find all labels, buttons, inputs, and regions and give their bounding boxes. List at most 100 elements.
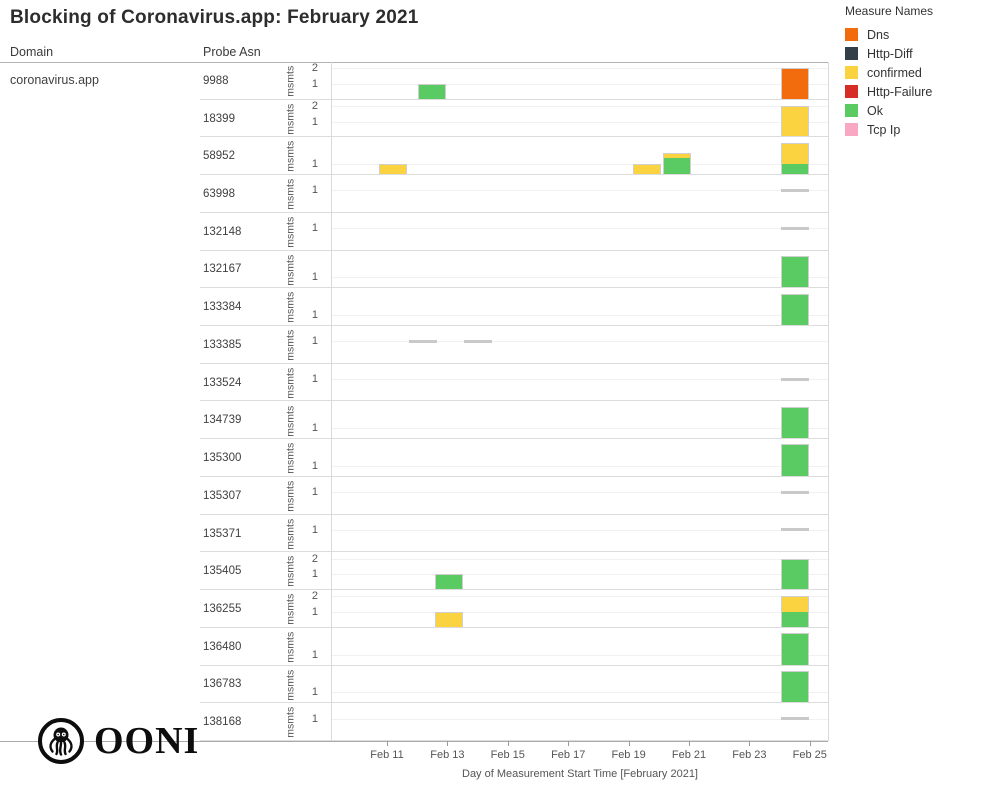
x-tick-mark (447, 741, 449, 746)
y-tick-label: 2 (311, 62, 318, 75)
gridline (331, 574, 828, 576)
bar-segment-confirmed (633, 165, 660, 175)
measurement-line-mark[interactable] (780, 188, 809, 192)
legend-swatch-icon (845, 123, 858, 136)
probe-asn-label: 136255 (203, 602, 242, 615)
y-tick-label: 2 (311, 552, 318, 565)
measurement-bar[interactable] (434, 612, 463, 628)
bar-segment-ok (781, 559, 808, 590)
measurement-line-mark[interactable] (780, 528, 809, 532)
bar-segment-confirmed (781, 143, 808, 164)
measurement-bar[interactable] (780, 142, 809, 176)
legend-item-tcp-ip[interactable]: Tcp Ip (845, 120, 995, 139)
legend-item-dns[interactable]: Dns (845, 25, 995, 44)
probe-asn-row-136783: 136783 msmts 1 (0, 666, 828, 704)
probe-asn-row-135300: 135300 msmts 1 (0, 439, 828, 477)
measurement-line-mark[interactable] (780, 717, 809, 721)
legend-item-ok[interactable]: Ok (845, 101, 995, 120)
y-tick-label: 1 (311, 271, 318, 284)
measurement-bar[interactable] (780, 596, 809, 628)
legend-swatch-icon (845, 66, 858, 79)
probe-asn-row-18399: 18399 msmts 1 2 (0, 100, 828, 138)
chart-pane (331, 62, 828, 100)
row-separator (200, 211, 828, 213)
row-separator (200, 400, 828, 402)
gridline (331, 105, 828, 107)
row-separator (200, 325, 828, 327)
legend: Measure Names Dns Http-Diff confirmed Http-… (845, 4, 995, 139)
gridline (331, 529, 828, 531)
legend-item-http-diff[interactable]: Http-Diff (845, 44, 995, 63)
gridline (331, 428, 828, 430)
measurement-line-mark[interactable] (463, 339, 492, 343)
gridline (331, 492, 828, 494)
measurement-bar[interactable] (780, 255, 809, 289)
gridline (331, 718, 828, 720)
probe-asn-label: 136480 (203, 640, 242, 653)
measurement-bar[interactable] (780, 444, 809, 477)
probe-asn-label: 58952 (203, 150, 235, 163)
probe-asn-row-63998: 63998 msmts 1 (0, 175, 828, 213)
measurement-line-mark[interactable] (780, 226, 809, 230)
bar-segment-ok (781, 163, 808, 175)
chart-pane (331, 251, 828, 289)
x-tick-label: Feb 13 (430, 749, 465, 761)
measurement-bar[interactable] (780, 68, 809, 100)
legend-title: Measure Names (845, 4, 934, 18)
legend-label: Dns (867, 27, 890, 42)
x-axis-line (0, 741, 828, 742)
gridline (331, 466, 828, 468)
row-separator (200, 702, 828, 704)
measurement-bar[interactable] (780, 633, 809, 666)
y-tick-label: 2 (311, 99, 318, 112)
measurement-bar[interactable] (662, 152, 691, 176)
legend-swatch-icon (845, 85, 858, 98)
domain-value: coronavirus.app (10, 73, 99, 87)
measurement-line-mark[interactable] (780, 490, 809, 494)
measurement-bar[interactable] (780, 558, 809, 591)
measurement-bar[interactable] (780, 293, 809, 327)
probe-asn-label: 133385 (203, 338, 242, 351)
chart-pane (331, 288, 828, 327)
measurement-bar[interactable] (434, 574, 463, 591)
probe-asn-row-134739: 134739 msmts 1 (0, 402, 828, 440)
domain-column-header: Domain (10, 45, 54, 59)
y-tick-label: 1 (311, 77, 318, 90)
probe-asn-row-135371: 135371 msmts 1 (0, 515, 828, 553)
bar-segment-ok (781, 407, 808, 439)
probe-asn-row-9988: coronavirus.app 9988 msmts 1 2 (0, 62, 828, 100)
probe-asn-label: 18399 (203, 112, 235, 125)
measurement-bar[interactable] (418, 83, 447, 100)
row-separator (200, 626, 828, 628)
ooni-octopus-icon (38, 718, 84, 764)
gridline (331, 692, 828, 694)
measurement-bar[interactable] (780, 406, 809, 440)
chart-rows: coronavirus.app 9988 msmts 1 2 18399 msmts 1 2 58… (0, 62, 828, 741)
y-tick-label: 1 (311, 309, 318, 322)
ooni-logo: OONI (36, 716, 199, 766)
measurement-line-mark[interactable] (409, 339, 438, 343)
bar-segment-ok (435, 575, 462, 590)
measurement-bar[interactable] (780, 670, 809, 704)
y-tick-label: 1 (311, 222, 318, 235)
probe-asn-row-58952: 58952 msmts 1 (0, 137, 828, 176)
legend-item-http-failure[interactable]: Http-Failure (845, 82, 995, 101)
x-tick-label: Feb 25 (792, 749, 827, 761)
gridline (331, 315, 828, 317)
measurement-bar[interactable] (780, 105, 809, 138)
pane-right-border (828, 62, 829, 741)
bar-segment-ok (781, 256, 808, 288)
probe-asn-label: 135300 (203, 452, 242, 465)
chart-pane (331, 137, 828, 176)
bar-segment-confirmed (435, 613, 462, 627)
x-tick-mark (749, 741, 751, 746)
gridline (331, 341, 828, 343)
probe-asn-label: 133524 (203, 376, 242, 389)
x-tick-mark (568, 741, 570, 746)
y-tick-label: 1 (311, 422, 318, 435)
measurement-line-mark[interactable] (780, 377, 809, 381)
y-tick-label: 1 (311, 523, 318, 536)
pane-left-border (331, 62, 332, 741)
legend-item-confirmed[interactable]: confirmed (845, 63, 995, 82)
bar-segment-ok (781, 445, 808, 476)
